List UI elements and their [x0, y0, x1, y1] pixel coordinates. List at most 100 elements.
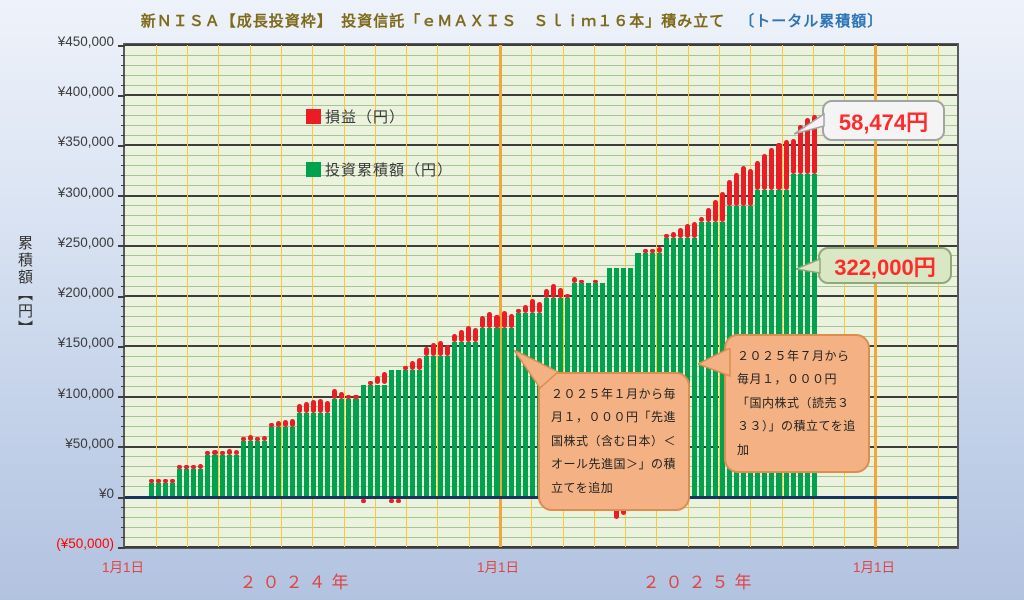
y-axis-tick-label: ¥200,000 [57, 285, 114, 301]
axis-tick [121, 416, 125, 418]
profit-bar [649, 249, 655, 253]
y-axis-tick-label: ¥400,000 [57, 84, 114, 100]
axis-tick [121, 325, 125, 327]
minor-gridline [125, 134, 957, 136]
profit-bar [205, 451, 211, 455]
invested-bar [325, 412, 331, 497]
y-axis-tick-label: ¥50,000 [65, 435, 114, 451]
profit-bar [804, 118, 810, 174]
month-gridline [437, 45, 439, 547]
invested-bar [339, 398, 345, 497]
month-gridline [343, 45, 345, 547]
axis-tick [121, 165, 125, 167]
profit-bar [543, 289, 549, 299]
legend-label-profit: 損益（円） [325, 109, 406, 126]
invested-bar [163, 482, 169, 497]
major-gridline [125, 44, 957, 46]
note-jan-callout-tail [514, 350, 560, 390]
profit-bar [727, 179, 733, 206]
profit-bar [297, 403, 303, 413]
invested-bar [388, 370, 394, 497]
invested-bar [240, 440, 246, 497]
profit-bar [755, 160, 761, 190]
profit-bar [268, 423, 274, 427]
month-gridline [374, 45, 376, 547]
axis-tick [118, 446, 125, 449]
minor-gridline [125, 536, 957, 538]
invested-bar [374, 384, 380, 497]
profit-bar [698, 216, 704, 222]
profit-bar [811, 114, 817, 174]
invested-bar [663, 237, 669, 497]
profit-bar [156, 479, 162, 483]
minor-gridline [125, 54, 957, 56]
axis-tick [121, 64, 125, 66]
profit-bar [423, 347, 430, 357]
profit-bar [226, 449, 232, 455]
invested-bar [459, 342, 465, 497]
y-axis-tick-label: ¥350,000 [57, 134, 114, 150]
profit-bar [431, 343, 437, 357]
profit-bar [409, 361, 415, 371]
invested-bar [297, 412, 303, 497]
profit-bar [797, 125, 803, 174]
invested-bar [346, 398, 352, 497]
minor-gridline [125, 84, 957, 86]
major-gridline [125, 244, 957, 247]
profit-bar [304, 401, 310, 413]
minor-gridline [125, 165, 957, 167]
profit-bar [332, 388, 338, 399]
minor-gridline [125, 225, 957, 227]
legend-item-profit: 損益（円） [306, 106, 405, 127]
profit-bar [452, 334, 458, 343]
invested-bar [170, 482, 176, 497]
profit-bar [325, 400, 331, 413]
major-gridline [125, 295, 957, 298]
profit-bar [374, 376, 380, 385]
profit-bar [564, 294, 571, 299]
minor-gridline [125, 64, 957, 66]
axis-tick [121, 154, 125, 156]
month-gridline [531, 45, 533, 547]
axis-tick [121, 205, 125, 207]
x-label-year-2024: ２０２４年 [239, 573, 355, 592]
x-label-jan1-2025: 1月1日 [476, 560, 520, 575]
profit-bar [494, 315, 500, 329]
profit-bar [656, 246, 662, 253]
invested-bar [275, 426, 281, 497]
invested-bar [254, 440, 260, 497]
profit-bar [381, 372, 387, 385]
minor-gridline [125, 215, 957, 217]
profit-bar [691, 221, 697, 238]
y-axis-tick-label: ¥100,000 [57, 385, 114, 401]
x-label-jan1-2026: 1月1日 [852, 560, 896, 575]
minor-gridline [125, 285, 957, 287]
profit-callout-value: 58,474円 [838, 109, 929, 135]
profit-bar [557, 288, 563, 299]
profit-bar [487, 312, 493, 329]
year-gridline [498, 45, 502, 547]
invested-bar [198, 468, 204, 497]
invested-bar [501, 328, 507, 497]
invested-bar [205, 454, 211, 497]
profit-bar [762, 154, 768, 190]
invested-bar [219, 454, 225, 497]
profit-bar [402, 366, 408, 371]
x-label-year-2025: ２０２５年 [642, 573, 758, 592]
invested-bar [431, 356, 437, 497]
axis-tick [121, 185, 125, 187]
profit-callout: 58,474円 [822, 100, 945, 141]
axis-tick [121, 486, 125, 488]
axis-tick [121, 285, 125, 287]
invested-bar [177, 468, 183, 497]
axis-tick [121, 124, 125, 126]
axis-tick [121, 365, 125, 367]
y-axis-title: 累積額【円】 [16, 235, 33, 337]
profit-bar [593, 279, 599, 284]
month-gridline [719, 45, 720, 547]
profit-bar [311, 399, 317, 413]
axis-tick [121, 315, 125, 317]
profit-bar [713, 199, 719, 222]
invested-bar [423, 356, 430, 497]
